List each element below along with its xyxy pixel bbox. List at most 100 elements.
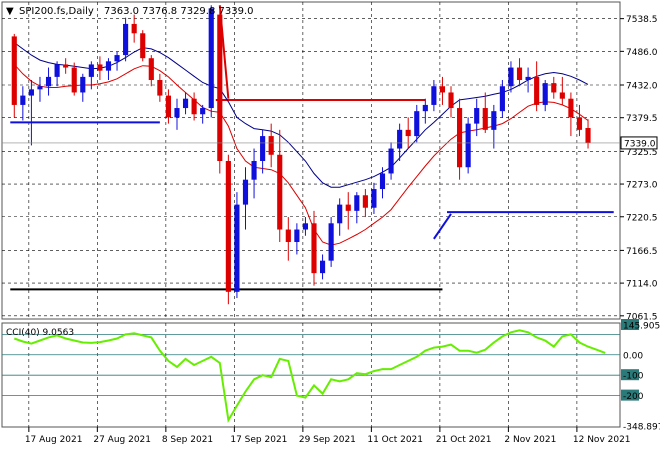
candle [319, 254, 326, 280]
candle [482, 92, 488, 133]
candle [371, 182, 377, 214]
candle-body [37, 86, 43, 90]
candle-body [157, 80, 163, 96]
candle [242, 167, 249, 230]
candle [148, 55, 154, 87]
candle [439, 76, 446, 105]
candle [294, 223, 300, 255]
candle-body [568, 98, 574, 118]
candle [200, 104, 206, 124]
candle [388, 142, 394, 180]
symbol-label: SPI200.fs,Daily [19, 6, 94, 17]
candle-body [285, 229, 291, 242]
price-pane-frame [1, 1, 621, 320]
candle [114, 51, 120, 71]
candle-body [114, 55, 120, 62]
candle-body [251, 161, 257, 180]
candle [431, 80, 437, 112]
candle-body [585, 127, 591, 143]
candle-body [105, 61, 112, 71]
candle [97, 56, 103, 81]
candle [414, 104, 420, 143]
candles[interactable] [11, 5, 591, 305]
candle [157, 73, 163, 102]
candle [491, 104, 497, 149]
candle-body [45, 76, 52, 87]
candle [140, 30, 146, 62]
candle-body [525, 76, 531, 81]
candle [559, 76, 565, 105]
candle [474, 98, 480, 137]
cci-tick-label: -200 [623, 392, 644, 402]
candle [354, 192, 360, 224]
candle [379, 167, 386, 199]
candle [20, 86, 26, 121]
candle [585, 119, 591, 149]
cci-tick-label: -100 [623, 372, 644, 382]
candle-body [302, 223, 309, 230]
candle [234, 192, 240, 299]
price-axis: 7538.5 7486.0 7432.0 7379.5 7325.5 7273.0 7220… [2, 15, 658, 322]
candle-body [414, 111, 420, 137]
candle [534, 61, 540, 112]
candle [260, 129, 266, 174]
candle-body [362, 195, 368, 208]
candle-body [534, 76, 540, 105]
candle [217, 11, 223, 174]
collapse-arrow-icon[interactable]: ▼ [6, 6, 14, 17]
candle-body [123, 23, 129, 56]
candle-body [80, 76, 86, 93]
price-tick-label: 7325.5 [626, 148, 658, 158]
candle-body [191, 98, 197, 115]
candle-body [97, 64, 103, 71]
candle-body [448, 92, 454, 109]
candle [251, 148, 257, 199]
candle [28, 80, 34, 146]
candle-body [140, 33, 146, 59]
candle-body [319, 260, 326, 274]
cci-line [13, 329, 606, 424]
time-tick-label: 17 Sep 2021 [230, 435, 287, 445]
candle-body [208, 8, 214, 109]
ohlc-readout: 7363.0 7376.8 7329.8 7339.0 [104, 6, 254, 17]
time-tick-label: 21 Oct 2021 [436, 435, 492, 445]
cci-tick-label: -348.897 [623, 423, 660, 433]
candle-body [260, 136, 266, 161]
candle [362, 189, 368, 218]
candle [182, 92, 189, 115]
time-tick-label: 2 Nov 2021 [504, 435, 556, 445]
candle-body [371, 189, 377, 208]
candle-body [182, 98, 189, 109]
level-lines [10, 5, 614, 291]
candle-body [422, 104, 428, 112]
candle-body [268, 136, 274, 155]
price-tick-label: 7114.0 [626, 280, 658, 290]
candle-body [465, 123, 471, 168]
time-tick-label: 17 Aug 2021 [25, 435, 83, 445]
candle [525, 67, 531, 93]
candle-body [388, 148, 394, 174]
candle [568, 92, 574, 137]
candle [311, 210, 317, 286]
candle-body [311, 223, 317, 274]
candle-body [576, 117, 583, 130]
candle [328, 217, 334, 267]
candle-body [277, 154, 283, 230]
candle-body [354, 195, 360, 211]
candle [302, 217, 309, 236]
current-price-label: 7339.0 [624, 139, 656, 149]
candle-body [474, 108, 480, 124]
candle-body [516, 67, 523, 81]
candle-body [431, 86, 437, 105]
candle-body [63, 64, 69, 68]
price-tick-label: 7220.5 [626, 213, 658, 223]
candle-body [405, 129, 411, 137]
candle-body [457, 108, 463, 168]
candle [551, 76, 557, 99]
candle [11, 33, 17, 118]
candle [37, 76, 43, 102]
candle-body [439, 86, 446, 93]
current-price-tag [620, 136, 658, 150]
